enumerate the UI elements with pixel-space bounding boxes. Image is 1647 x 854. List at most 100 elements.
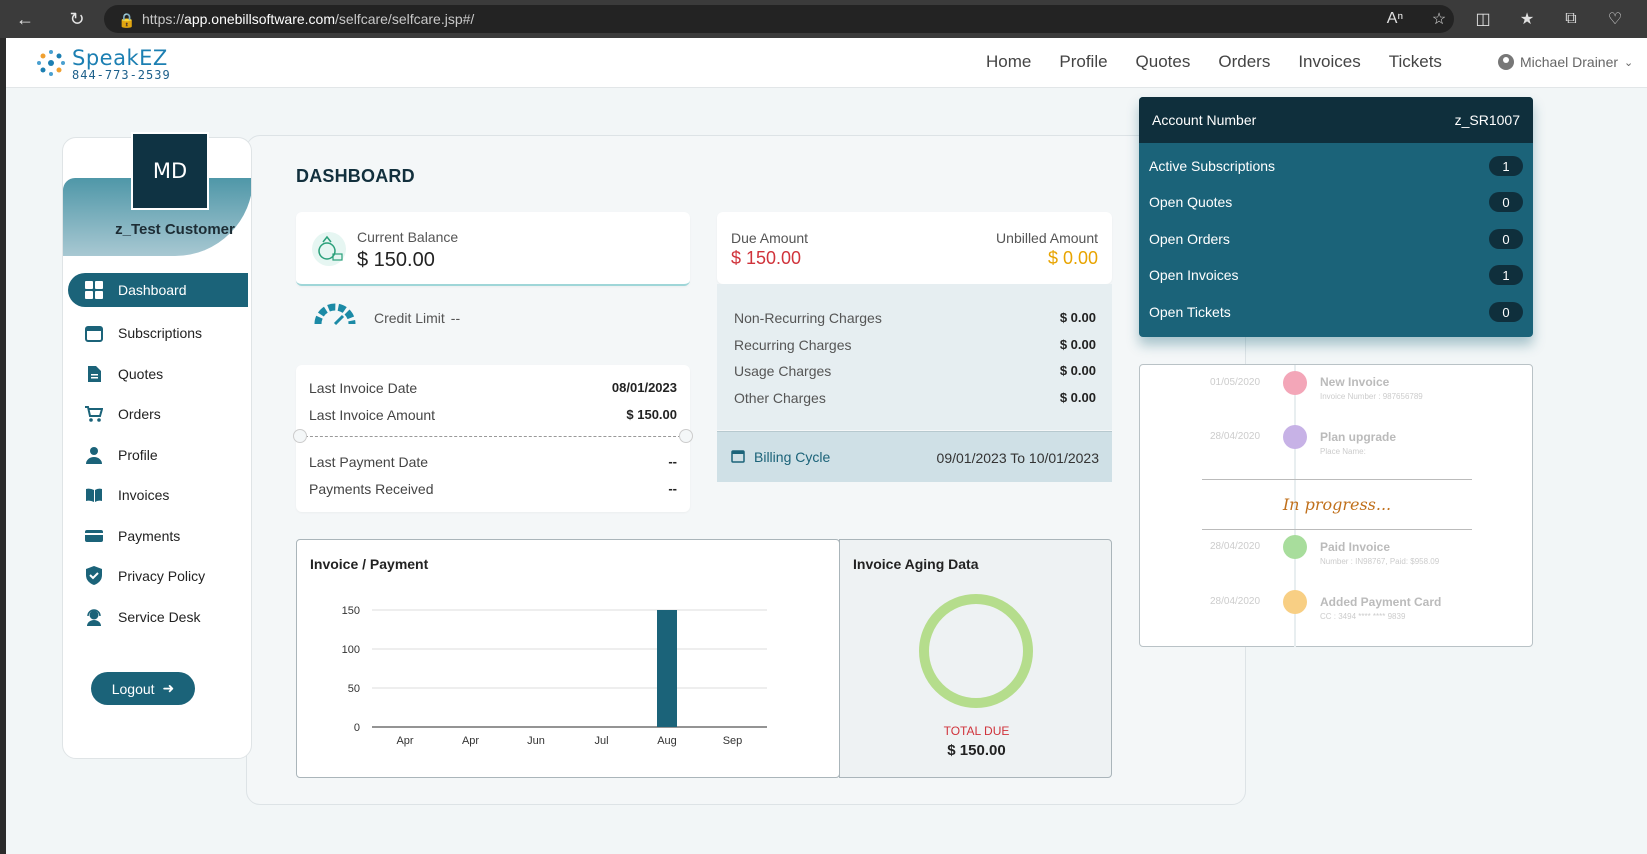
charge-row: Recurring Charges $ 0.00: [734, 337, 1096, 353]
favorite-icon[interactable]: ☆: [1431, 11, 1447, 28]
back-icon[interactable]: ←: [16, 8, 34, 29]
user-name: Michael Drainer: [1520, 54, 1619, 70]
nav-orders[interactable]: Orders: [1218, 52, 1271, 71]
customer-name: z_Test Customer: [115, 221, 235, 238]
sidebar-item-service-desk[interactable]: Service Desk: [68, 597, 248, 638]
x-tick-label: Jul: [594, 735, 608, 747]
summary-row-open-tickets[interactable]: Open Tickets 0: [1149, 302, 1523, 322]
split-screen-icon[interactable]: ◫: [1475, 11, 1491, 28]
timeline-title: Paid Invoice: [1320, 540, 1391, 554]
sidebar-item-label: Quotes: [118, 365, 164, 382]
logout-button[interactable]: Logout ➜: [91, 672, 195, 705]
logout-label: Logout: [111, 680, 155, 697]
x-tick-label: Apr: [396, 735, 413, 747]
chevron-down-icon: ⌄: [1624, 56, 1634, 69]
timeline-date: 28/04/2020: [1210, 541, 1261, 552]
last-invoice-date-value: 08/01/2023: [611, 380, 677, 395]
summary-label: Open Quotes: [1149, 194, 1233, 210]
summary-row-active-subscriptions[interactable]: Active Subscriptions 1: [1149, 156, 1523, 176]
sidebar-item-payments[interactable]: Payments: [68, 516, 248, 557]
logout-icon: ➜: [162, 680, 175, 696]
sidebar-item-label: Profile: [118, 446, 158, 463]
charge-row: Non-Recurring Charges $ 0.00: [734, 310, 1096, 326]
aging-donut-slice[interactable]: [919, 594, 1033, 708]
sidebar-item-profile[interactable]: Profile: [68, 435, 248, 476]
summary-label: Open Orders: [1149, 231, 1230, 247]
card-icon: [84, 526, 104, 546]
charge-row: Usage Charges $ 0.00: [734, 363, 1096, 379]
credit-limit-row: Credit Limit --: [314, 300, 460, 335]
sidebar-item-subscriptions[interactable]: Subscriptions: [68, 313, 248, 354]
sidebar-item-invoices[interactable]: Invoices: [68, 475, 248, 516]
favorites-list-icon[interactable]: ★: [1519, 11, 1535, 28]
total-due-value: $ 150.00: [947, 742, 1006, 759]
timeline-date: 28/04/2020: [1210, 431, 1261, 442]
last-invoice-date-row: Last Invoice Date 08/01/2023: [309, 380, 677, 396]
credit-limit-value: --: [450, 309, 461, 326]
account-summary-card: Account Number z_SR1007 Active Subscript…: [1139, 97, 1533, 337]
nav-tickets[interactable]: Tickets: [1388, 52, 1442, 71]
payments-received-label: Payments Received: [309, 481, 434, 497]
summary-label: Active Subscriptions: [1149, 158, 1276, 174]
url-host: app.onebillsoftware.com: [184, 11, 336, 27]
nav-profile[interactable]: Profile: [1059, 52, 1108, 71]
chart-bar[interactable]: [657, 610, 677, 727]
nav-invoices[interactable]: Invoices: [1298, 52, 1361, 71]
url-text[interactable]: https://app.onebillsoftware.com/selfcare…: [142, 11, 474, 27]
sidebar-item-privacy-policy[interactable]: Privacy Policy: [68, 556, 248, 597]
summary-row-open-invoices[interactable]: Open Invoices 1: [1149, 265, 1523, 285]
ticket-notch: [679, 429, 693, 443]
y-tick-label: 100: [342, 644, 360, 656]
count-badge: 0: [1489, 192, 1523, 212]
account-number-label: Account Number: [1152, 112, 1257, 128]
charges-breakdown: Non-Recurring Charges $ 0.00 Recurring C…: [717, 284, 1112, 430]
timeline-subtitle: Invoice Number : 987656789: [1320, 392, 1423, 401]
charge-value: $ 0.00: [1059, 337, 1096, 352]
address-bar[interactable]: 🔒 https://app.onebillsoftware.com/selfca…: [104, 5, 1454, 33]
browser-actions: Aⁿ ☆ ◫ ★ ⧉ ♡: [1373, 4, 1637, 34]
summary-row-open-quotes[interactable]: Open Quotes 0: [1149, 192, 1523, 212]
shield-icon: [84, 566, 104, 586]
sidebar-item-quotes[interactable]: Quotes: [68, 354, 248, 395]
card-icon: [1283, 590, 1307, 614]
sidebar-item-label: Dashboard: [118, 282, 187, 298]
document-icon: [84, 364, 104, 384]
nav-home[interactable]: Home: [986, 52, 1032, 71]
last-payment-date-row: Last Payment Date --: [309, 454, 677, 470]
last-invoice-date-label: Last Invoice Date: [309, 380, 418, 396]
timeline-title: New Invoice: [1320, 375, 1390, 389]
brand-logo[interactable]: SpeakEZ 844-773-2539: [36, 44, 176, 82]
charge-value: $ 0.00: [1059, 310, 1096, 325]
invoice-aging-chart: Invoice Aging Data TOTAL DUE $ 150.00: [839, 539, 1112, 778]
reload-icon[interactable]: ↻: [69, 8, 85, 29]
read-aloud-icon[interactable]: Aⁿ: [1386, 10, 1404, 27]
aging-title: Invoice Aging Data: [853, 556, 979, 572]
timeline-title: Added Payment Card: [1320, 595, 1442, 609]
timeline-subtitle: CC : 3494 **** **** 9839: [1320, 612, 1406, 621]
summary-row-open-orders[interactable]: Open Orders 0: [1149, 229, 1523, 249]
charge-label: Recurring Charges: [734, 337, 852, 353]
sidebar-item-dashboard[interactable]: Dashboard: [68, 273, 248, 307]
count-badge: 0: [1489, 229, 1523, 249]
health-icon[interactable]: ♡: [1607, 11, 1623, 28]
paid-icon: [1283, 535, 1307, 559]
x-tick-label: Aug: [657, 735, 677, 747]
nav-quotes[interactable]: Quotes: [1135, 52, 1191, 71]
count-badge: 0: [1489, 302, 1523, 322]
x-tick-label: Sep: [723, 735, 743, 747]
brand-name: SpeakEZ: [72, 46, 168, 70]
total-due-label: TOTAL DUE: [943, 724, 1010, 738]
timeline-date: 28/04/2020: [1210, 596, 1261, 607]
user-menu[interactable]: Michael Drainer ⌄: [1498, 54, 1633, 70]
avatar[interactable]: MD: [131, 132, 209, 210]
book-icon: [84, 485, 104, 505]
billing-cycle-value: 09/01/2023 To 10/01/2023: [936, 450, 1099, 466]
grid-icon: [84, 280, 104, 300]
top-navbar: SpeakEZ 844-773-2539 Home Profile Quotes…: [6, 38, 1647, 88]
count-badge: 1: [1489, 156, 1523, 176]
sidebar-item-orders[interactable]: Orders: [68, 394, 248, 435]
summary-label: Open Tickets: [1149, 304, 1231, 320]
money-bag-icon: [312, 232, 346, 266]
browser-toolbar: ← ↻ 🔒 https://app.onebillsoftware.com/se…: [0, 0, 1647, 38]
collections-icon[interactable]: ⧉: [1565, 10, 1577, 27]
